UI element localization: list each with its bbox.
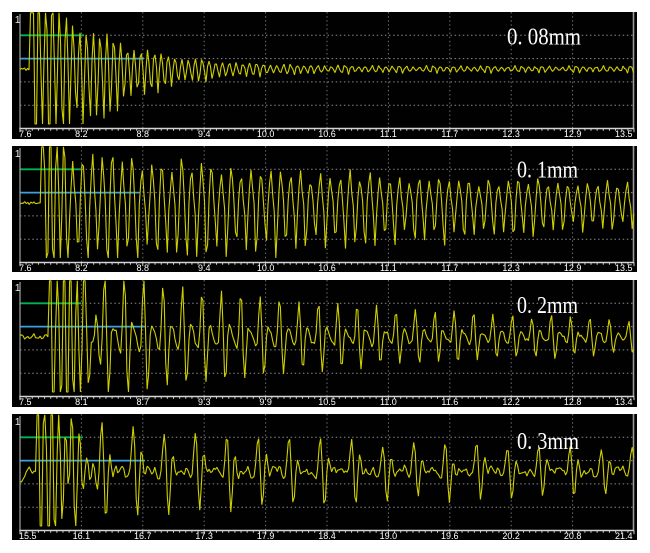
svg-text:17.3: 17.3 bbox=[195, 531, 213, 540]
svg-text:13.5: 13.5 bbox=[615, 129, 633, 139]
svg-text:0. 08mm: 0. 08mm bbox=[507, 24, 581, 51]
svg-text:12.2: 12.2 bbox=[502, 397, 520, 407]
svg-text:9.4: 9.4 bbox=[198, 263, 211, 272]
svg-text:11.0: 11.0 bbox=[380, 397, 397, 407]
svg-text:12.3: 12.3 bbox=[502, 263, 520, 272]
svg-text:0. 2mm: 0. 2mm bbox=[517, 292, 578, 319]
svg-text:15.5: 15.5 bbox=[19, 531, 37, 540]
svg-text:9.9: 9.9 bbox=[259, 397, 272, 407]
svg-text:7.5: 7.5 bbox=[19, 397, 32, 407]
svg-text:10.6: 10.6 bbox=[318, 263, 336, 272]
svg-text:10.0: 10.0 bbox=[257, 263, 275, 272]
svg-text:11.1: 11.1 bbox=[380, 263, 397, 272]
svg-text:10.5: 10.5 bbox=[318, 397, 336, 407]
svg-text:16.7: 16.7 bbox=[134, 531, 152, 540]
svg-text:11.6: 11.6 bbox=[441, 397, 458, 407]
svg-text:12.3: 12.3 bbox=[502, 129, 520, 139]
svg-text:9.3: 9.3 bbox=[198, 397, 211, 407]
svg-text:19.6: 19.6 bbox=[441, 531, 459, 540]
svg-text:1: 1 bbox=[15, 14, 21, 26]
svg-text:12.8: 12.8 bbox=[564, 397, 582, 407]
svg-text:8.8: 8.8 bbox=[137, 129, 150, 139]
svg-text:11.1: 11.1 bbox=[380, 129, 397, 139]
svg-text:1: 1 bbox=[15, 282, 21, 294]
svg-text:1: 1 bbox=[15, 416, 21, 428]
svg-text:16.1: 16.1 bbox=[73, 531, 91, 540]
svg-text:10.0: 10.0 bbox=[257, 129, 275, 139]
svg-text:17.9: 17.9 bbox=[257, 531, 275, 540]
svg-text:20.8: 20.8 bbox=[564, 531, 582, 540]
svg-text:8.2: 8.2 bbox=[75, 129, 88, 139]
svg-text:19.0: 19.0 bbox=[380, 531, 398, 540]
svg-text:8.1: 8.1 bbox=[75, 397, 88, 407]
svg-text:10.6: 10.6 bbox=[318, 129, 336, 139]
svg-text:9.4: 9.4 bbox=[198, 129, 211, 139]
svg-text:20.2: 20.2 bbox=[502, 531, 520, 540]
svg-text:11.7: 11.7 bbox=[441, 129, 458, 139]
svg-text:8.8: 8.8 bbox=[137, 263, 150, 272]
svg-text:21.4: 21.4 bbox=[615, 531, 633, 540]
svg-text:13.4: 13.4 bbox=[615, 397, 633, 407]
svg-text:7.6: 7.6 bbox=[19, 129, 32, 139]
svg-text:18.4: 18.4 bbox=[318, 531, 336, 540]
svg-text:8.2: 8.2 bbox=[75, 263, 88, 272]
svg-text:11.7: 11.7 bbox=[441, 263, 458, 272]
svg-text:1: 1 bbox=[15, 148, 21, 160]
svg-text:12.9: 12.9 bbox=[564, 263, 582, 272]
svg-text:8.7: 8.7 bbox=[137, 397, 150, 407]
svg-text:7.6: 7.6 bbox=[19, 263, 32, 272]
svg-text:0. 3mm: 0. 3mm bbox=[517, 428, 579, 455]
svg-text:13.5: 13.5 bbox=[615, 263, 633, 272]
svg-text:0. 1mm: 0. 1mm bbox=[517, 157, 578, 184]
svg-text:12.9: 12.9 bbox=[564, 129, 582, 139]
